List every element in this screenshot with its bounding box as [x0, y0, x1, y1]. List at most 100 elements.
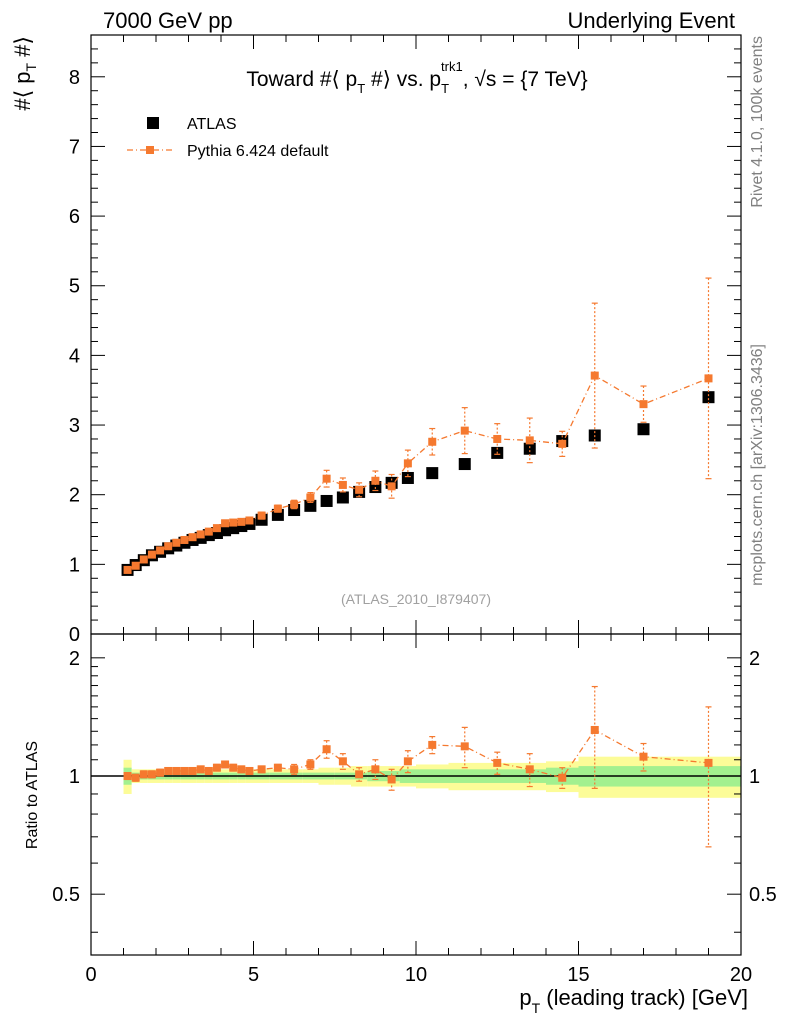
x-tick-label: 20 — [730, 964, 752, 986]
ratio-point — [172, 766, 181, 775]
mc-point — [355, 485, 364, 494]
y-tick-label: 5 — [69, 276, 80, 298]
ylabel-post: #⟩ — [10, 36, 35, 63]
y-axis-label: #⟨ pT #⟩ — [10, 36, 39, 111]
mc-point — [164, 542, 173, 551]
ratio-point — [147, 770, 156, 779]
mc-point — [371, 476, 380, 485]
atlas-point — [336, 491, 349, 504]
y-tick-label: 8 — [69, 67, 80, 89]
mc-point — [221, 519, 230, 528]
legend-mc-marker — [146, 146, 154, 154]
xlabel-pre: p — [519, 985, 531, 1010]
atlas-point — [271, 508, 284, 521]
mc-point — [204, 527, 213, 536]
y-tick-label: 0 — [69, 624, 80, 646]
chart-title: Toward #⟨ pT #⟩ vs. pTtrk1, √s = {7 TeV} — [246, 59, 587, 96]
title-main: Toward #⟨ p — [246, 68, 357, 91]
mc-point — [172, 538, 181, 547]
ratio-panel: 0 5 10 15 20 0.5 0.5 1 1 2 2 — [52, 633, 777, 986]
legend-mc-label: Pythia 6.424 default — [187, 143, 329, 160]
y-tick-label: 7 — [69, 136, 80, 158]
ratio-point — [387, 775, 396, 784]
atlas-point — [637, 423, 650, 436]
atlas-point — [702, 391, 715, 404]
mc-point — [306, 493, 315, 502]
title-rest: , √s = {7 TeV} — [463, 68, 588, 91]
ratio-point — [290, 765, 299, 774]
title-sub2: T — [441, 81, 449, 96]
mc-point — [196, 530, 205, 539]
x-tick-label: 10 — [405, 964, 427, 986]
mc-point — [460, 426, 469, 435]
ratio-point — [273, 763, 282, 772]
mc-point — [639, 400, 648, 409]
title-sub1: T — [357, 81, 365, 96]
header-left: 7000 GeV pp — [103, 8, 233, 33]
legend-data-marker — [147, 117, 159, 129]
ratio-point — [338, 757, 347, 766]
mc-point — [245, 516, 254, 525]
atlas-point — [401, 471, 414, 484]
y-tick-label: 1 — [69, 554, 80, 576]
ratio-point — [558, 773, 567, 782]
ratio-mc-line — [127, 729, 709, 781]
mc-point — [257, 511, 266, 520]
ratio-point — [403, 757, 412, 766]
ratio-point — [493, 758, 502, 767]
ratio-point — [164, 766, 173, 775]
title-mid: #⟩ vs. p — [365, 68, 441, 91]
mc-point — [322, 474, 331, 483]
x-tick-label: 5 — [248, 964, 259, 986]
ratio-point — [371, 765, 380, 774]
ratio-point — [525, 765, 534, 774]
ratio-point — [355, 770, 364, 779]
mc-point — [123, 565, 132, 574]
ylabel-pre: #⟨ p — [10, 72, 35, 111]
y-tick-label: 6 — [69, 206, 80, 228]
ratio-point — [306, 760, 315, 769]
y-tick-label: 4 — [69, 345, 80, 367]
mc-point — [273, 504, 282, 513]
ratio-point — [460, 742, 469, 751]
legend: ATLAS Pythia 6.424 default — [127, 116, 329, 160]
ratio-y-tick-label-right: 2 — [749, 648, 760, 670]
ratio-point — [237, 765, 246, 774]
x-tick-label: 0 — [85, 964, 96, 986]
ratio-y-tick-label-right: 0.5 — [749, 884, 777, 906]
ratio-point — [229, 763, 238, 772]
ratio-point — [322, 745, 331, 754]
mc-point — [237, 517, 246, 526]
atlas-point — [320, 494, 333, 507]
ratio-point — [131, 773, 140, 782]
ratio-point — [212, 763, 221, 772]
ratio-point — [704, 758, 713, 767]
mc-point — [139, 555, 148, 564]
mc-point — [131, 561, 140, 570]
xlabel-sub: T — [532, 1000, 541, 1016]
mc-point — [428, 437, 437, 446]
legend-data-label: ATLAS — [187, 116, 237, 133]
mc-point — [403, 459, 412, 468]
ratio-point — [639, 752, 648, 761]
mc-point — [229, 518, 238, 527]
mc-point — [704, 374, 713, 383]
atlas-point — [426, 467, 439, 480]
ratio-point — [196, 765, 205, 774]
ratio-point — [139, 770, 148, 779]
mc-line — [127, 374, 709, 571]
x-axis-label: pT (leading track) [GeV] — [519, 985, 748, 1016]
ratio-point — [123, 772, 132, 781]
ratio-frame — [90, 633, 742, 956]
ratio-y-axis-label: Ratio to ATLAS — [24, 741, 41, 849]
mc-point — [338, 480, 347, 489]
ratio-y-tick-label: 1 — [69, 766, 80, 788]
mc-point — [147, 550, 156, 559]
mc-point — [387, 482, 396, 491]
ratio-point — [188, 766, 197, 775]
ratio-y-tick-label: 2 — [69, 648, 80, 670]
ratio-point — [180, 766, 189, 775]
ratio-point — [221, 760, 230, 769]
mc-point — [493, 434, 502, 443]
